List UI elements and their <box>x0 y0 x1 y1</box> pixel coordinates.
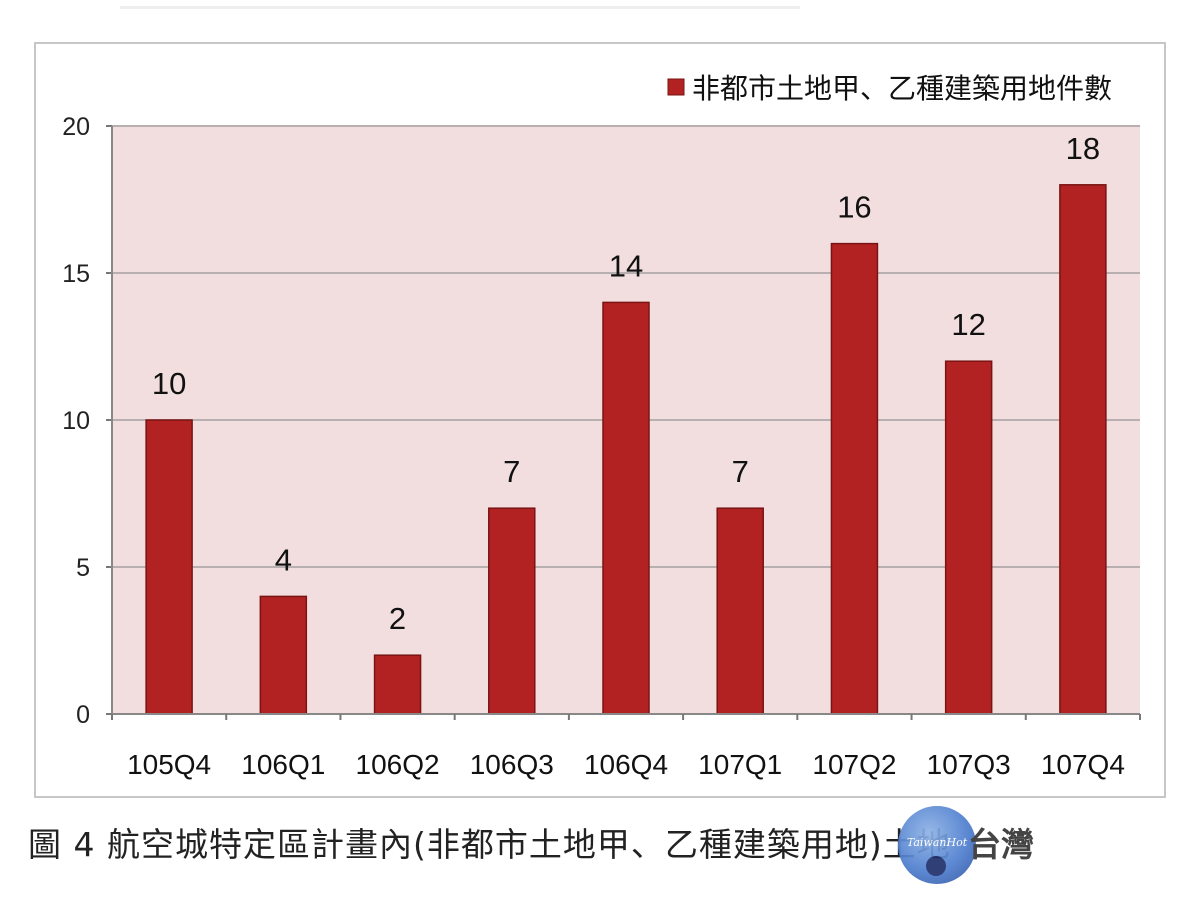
x-tick-label: 105Q4 <box>127 749 211 780</box>
y-tick-label: 15 <box>62 260 90 288</box>
watermark-logo-text: TaiwanHot <box>906 836 968 849</box>
x-tick-label: 106Q3 <box>470 749 554 780</box>
x-tick-label: 107Q2 <box>812 749 896 780</box>
bar <box>944 360 993 715</box>
y-tick-label: 0 <box>76 701 90 729</box>
legend: 非都市土地甲、乙種建築用地件數 <box>667 72 1112 105</box>
watermark-text: 台灣 <box>968 825 1034 864</box>
bar <box>716 507 764 715</box>
bar-chart: 10 4 2 7 14 7 16 12 18 0 5 10 15 20 105Q4 106Q1 106Q2 10… <box>62 72 1141 780</box>
data-label: 4 <box>275 542 292 577</box>
bar <box>488 507 536 715</box>
y-tick-label: 20 <box>62 113 90 141</box>
data-label: 7 <box>503 454 520 489</box>
chart-frame: 10 4 2 7 14 7 16 12 18 0 5 10 15 20 105Q4 106Q1 106Q2 10… <box>34 42 1166 798</box>
x-tick-label: 106Q1 <box>241 749 325 780</box>
legend-swatch <box>667 78 685 96</box>
data-label: 10 <box>152 366 186 401</box>
x-tick-label: 107Q1 <box>698 749 782 780</box>
legend-label: 非都市土地甲、乙種建築用地件數 <box>692 72 1112 105</box>
y-tick-label: 10 <box>62 407 90 435</box>
watermark-logo: TaiwanHot <box>898 806 976 884</box>
data-label: 12 <box>951 307 985 342</box>
x-tick-label: 107Q4 <box>1041 749 1125 780</box>
bar <box>1059 184 1107 715</box>
data-label: 2 <box>389 601 406 636</box>
x-tick-label: 107Q3 <box>927 749 1011 780</box>
bar <box>373 654 422 715</box>
data-label: 16 <box>837 190 871 225</box>
watermark-dot <box>926 856 946 876</box>
x-tick-label: 106Q2 <box>356 749 440 780</box>
cropped-header-strip <box>0 0 1200 14</box>
figure-caption: 圖 4 航空城特定區計畫內(非都市土地甲、乙種建築用地)土地 <box>28 825 951 864</box>
axes: 0 5 10 15 20 105Q4 106Q1 106Q2 106Q3 106Q4 107Q1 10… <box>62 113 1141 780</box>
data-label: 7 <box>732 454 749 489</box>
data-label: 18 <box>1066 131 1100 166</box>
data-label: 14 <box>609 248 643 283</box>
bar <box>259 595 308 715</box>
bars: 10 4 2 7 14 7 16 12 18 <box>145 131 1107 715</box>
bar <box>830 242 879 715</box>
x-tick-label: 106Q4 <box>584 749 668 780</box>
bar <box>602 301 650 715</box>
bar <box>145 419 193 715</box>
y-tick-label: 5 <box>76 554 90 582</box>
